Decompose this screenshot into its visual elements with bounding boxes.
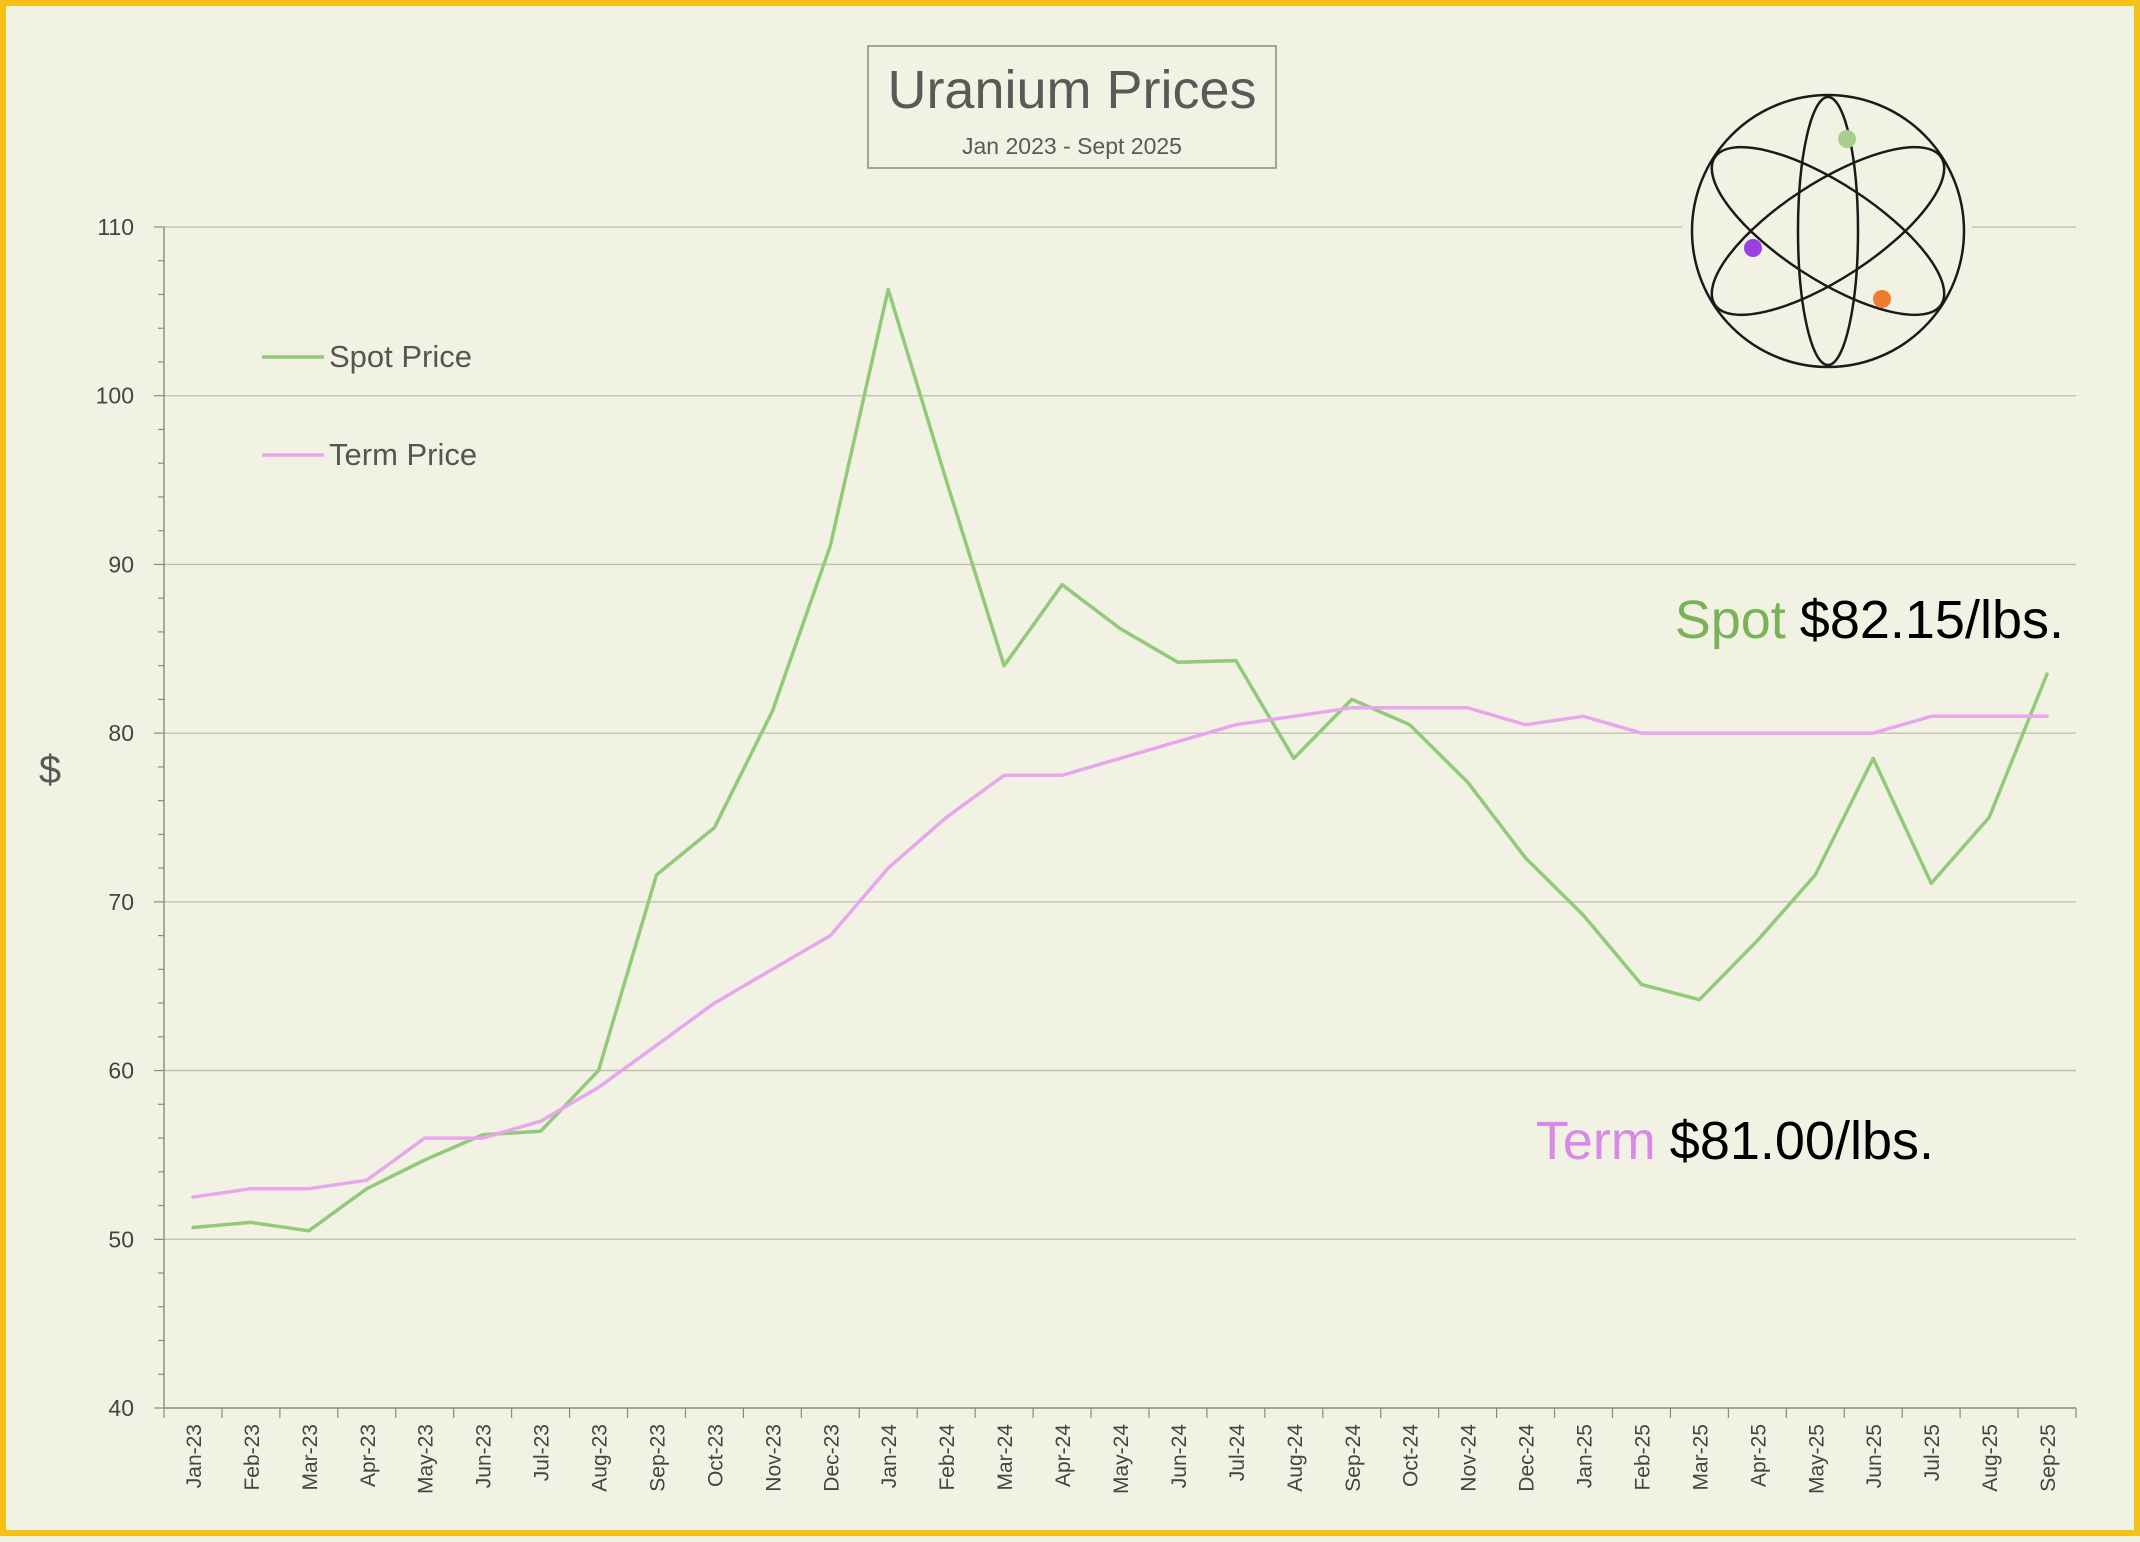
logo-electron-orange [1873,290,1891,308]
logo-outer-circle [1690,93,1966,369]
y-tick-label: 90 [108,551,134,577]
x-tick-label: Oct-24 [1400,1424,1423,1487]
x-tick-label: Jun-25 [1863,1424,1886,1488]
x-tick-label: Jun-24 [1168,1424,1191,1489]
x-tick-label: Nov-23 [762,1424,785,1492]
term-annotation-value: $81.00/lbs. [1670,1111,1934,1171]
line-chart: Uranium Prices Jan 2023 - Sept 2025 40 50… [39,45,2077,1494]
x-tick-label: Jul-25 [1921,1424,1944,1481]
spot-annotation: Spot $82.15/lbs. [1675,590,2064,650]
x-tick-label: Aug-23 [589,1424,612,1492]
legend: Spot Price Term Price [262,339,477,472]
x-tick-label: Feb-25 [1631,1424,1654,1491]
x-tick-label: Feb-24 [936,1424,959,1491]
logo-electron-purple [1744,239,1762,257]
legend-label-spot: Spot Price [329,339,472,374]
x-tick-label: Mar-25 [1689,1424,1712,1491]
x-tick-label: Sep-24 [1342,1424,1365,1492]
x-tick-label: May-24 [1110,1424,1133,1494]
x-tick-labels: Jan-23 Feb-23 Mar-23 Apr-23 May-23 Jun-23 Jul-… [183,1424,2060,1494]
x-tick-label: Jun-23 [473,1424,496,1488]
x-tick-label: Apr-25 [1747,1424,1770,1487]
x-tick-label: Jan-24 [878,1424,901,1489]
y-tick-labels: 40 50 60 70 80 90 100 110 [96,214,134,1421]
term-annotation: Term $81.00/lbs. [1536,1111,1934,1171]
x-tick-label: Apr-23 [357,1424,380,1487]
spot-annotation-value: $82.15/lbs. [1800,590,2064,650]
y-tick-label: 50 [108,1226,134,1252]
x-tick-label: Aug-25 [1979,1424,2002,1492]
x-tick-label: Feb-23 [241,1424,264,1491]
spot-annotation-label: Spot [1675,590,1786,650]
chart-title: Uranium Prices [887,60,1256,120]
x-tick-label: Jul-23 [531,1424,554,1481]
x-tick-label: Dec-24 [1516,1424,1539,1492]
x-tick-label: Oct-23 [704,1424,727,1487]
axes [154,226,2077,1418]
svg-text:Spot$82.15/lbs.: Spot $82.15/lbs. [1675,590,2064,650]
logo-orbit-left [1710,145,1946,317]
y-tick-label: 100 [96,383,134,409]
x-tick-label: Sep-23 [646,1424,669,1492]
x-tick-label: Dec-23 [820,1424,843,1492]
y-axis-label: $ [39,748,61,792]
logo-electron-green [1838,130,1856,148]
y-tick-label: 70 [108,889,134,915]
title-box: Uranium Prices Jan 2023 - Sept 2025 [867,45,1277,169]
svg-text:Term$81.00/lbs.: Term $81.00/lbs. [1536,1111,1934,1171]
y-tick-label: 110 [97,214,134,240]
chart-subtitle: Jan 2023 - Sept 2025 [962,133,1182,159]
x-tick-label: May-25 [1805,1424,1828,1494]
x-tick-label: Jan-23 [183,1424,206,1488]
x-tick-label: Sep-25 [2037,1424,2060,1492]
y-tick-label: 40 [108,1395,134,1421]
term-annotation-label: Term [1536,1111,1656,1171]
x-tick-label: Aug-24 [1284,1424,1307,1492]
title-border [867,45,1277,169]
y-tick-label: 60 [108,1058,134,1084]
term-price-line [191,706,2049,1199]
atom-icon [1682,88,1972,378]
x-tick-label: Nov-24 [1458,1424,1481,1492]
series-lines [191,287,2049,1233]
logo-orbit-right [1710,145,1946,317]
x-tick-label: Apr-24 [1052,1424,1075,1487]
x-tick-label: Jan-25 [1574,1424,1597,1488]
logo-orbit-vertical [1796,95,1860,367]
x-tick-label: Jul-24 [1226,1424,1249,1482]
y-tick-label: 80 [108,720,134,746]
x-tick-label: Mar-24 [994,1424,1017,1491]
x-tick-label: Mar-23 [299,1424,322,1491]
x-tick-label: May-23 [415,1424,438,1494]
logo-background [1682,88,1972,378]
legend-label-term: Term Price [329,437,477,472]
